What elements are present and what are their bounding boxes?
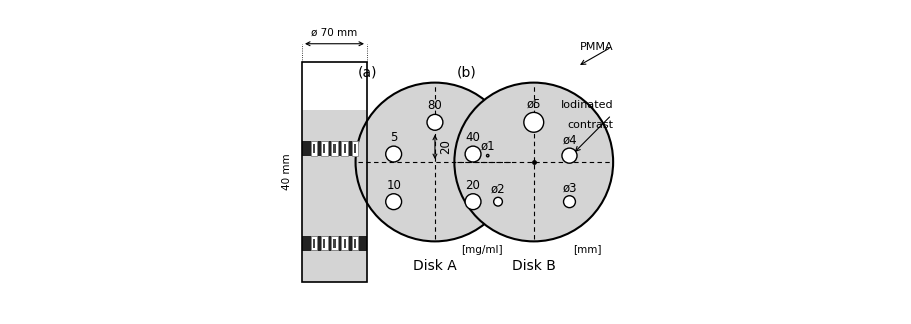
- Text: ø 70 mm: ø 70 mm: [311, 28, 357, 38]
- Bar: [302, 251, 366, 282]
- Bar: [302, 156, 366, 236]
- Bar: [331, 236, 337, 250]
- Circle shape: [426, 114, 443, 130]
- Text: ø4: ø4: [561, 133, 576, 146]
- Bar: [302, 236, 366, 251]
- Bar: [312, 239, 315, 248]
- Text: 40 mm: 40 mm: [281, 153, 292, 190]
- Circle shape: [454, 83, 612, 241]
- Bar: [343, 144, 345, 153]
- Circle shape: [523, 112, 543, 132]
- Text: Disk A: Disk A: [413, 259, 456, 273]
- Bar: [302, 141, 366, 156]
- Circle shape: [385, 146, 401, 162]
- Circle shape: [493, 197, 502, 206]
- Circle shape: [385, 194, 401, 210]
- Text: ø2: ø2: [490, 183, 505, 196]
- Text: [mm]: [mm]: [572, 245, 600, 255]
- Circle shape: [563, 196, 575, 208]
- Bar: [341, 142, 347, 156]
- Bar: [333, 239, 335, 248]
- Text: 10: 10: [385, 179, 401, 192]
- Bar: [302, 62, 366, 282]
- Bar: [312, 144, 315, 153]
- Text: 20: 20: [438, 139, 452, 154]
- Text: ø3: ø3: [561, 181, 576, 194]
- Text: (b): (b): [456, 65, 476, 79]
- Text: ø5: ø5: [526, 98, 540, 111]
- Bar: [302, 110, 366, 141]
- Text: Iodinated: Iodinated: [560, 100, 612, 110]
- Bar: [311, 236, 317, 250]
- Bar: [353, 144, 355, 153]
- Bar: [321, 236, 327, 250]
- Bar: [343, 239, 345, 248]
- Bar: [353, 239, 355, 248]
- Text: 40: 40: [466, 131, 480, 144]
- Bar: [333, 144, 335, 153]
- Bar: [352, 236, 358, 250]
- Circle shape: [355, 83, 514, 241]
- Bar: [322, 144, 325, 153]
- Bar: [321, 142, 327, 156]
- Bar: [331, 142, 337, 156]
- Text: Disk B: Disk B: [511, 259, 555, 273]
- Circle shape: [465, 194, 480, 210]
- Text: 80: 80: [427, 99, 442, 112]
- Circle shape: [465, 146, 480, 162]
- Text: contrast: contrast: [567, 120, 612, 130]
- Text: ø1: ø1: [480, 140, 495, 153]
- Circle shape: [486, 155, 488, 157]
- Text: 5: 5: [390, 131, 397, 144]
- Circle shape: [561, 148, 577, 163]
- Bar: [311, 142, 317, 156]
- Text: PMMA: PMMA: [578, 42, 612, 52]
- Text: (a): (a): [357, 65, 377, 79]
- Text: [mg/ml]: [mg/ml]: [460, 245, 502, 255]
- Bar: [322, 239, 325, 248]
- Bar: [341, 236, 347, 250]
- Bar: [352, 142, 358, 156]
- Text: 20: 20: [466, 179, 480, 192]
